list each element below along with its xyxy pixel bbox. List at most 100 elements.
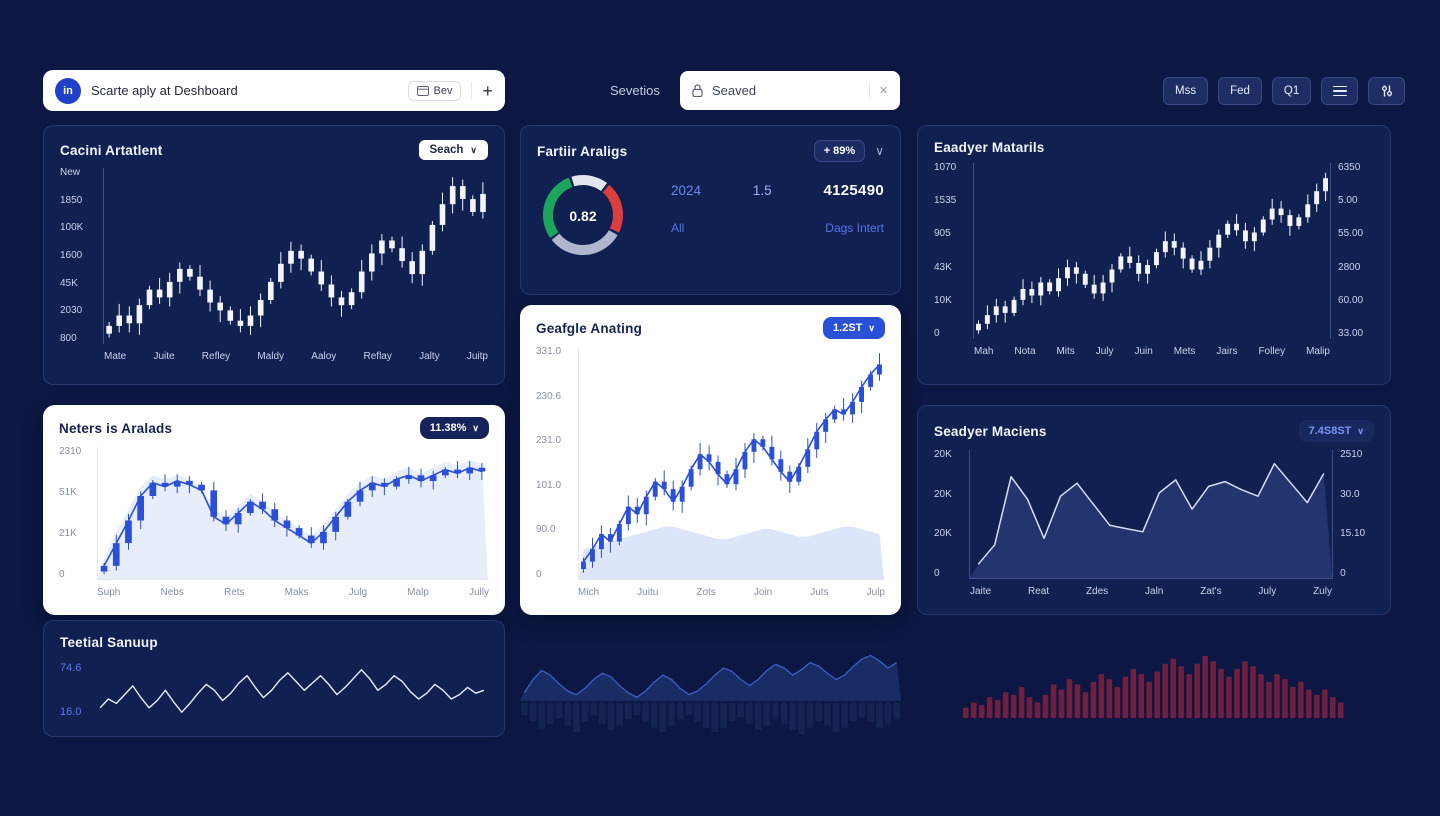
gauge-value: 0.82 <box>569 208 597 224</box>
filters-button[interactable] <box>1368 77 1406 105</box>
y-axis: 2310 51K 21K 0 <box>59 447 97 580</box>
x-axis-label: Malip <box>1306 346 1330 357</box>
seach-dropdown-button[interactable]: Seach ∨ <box>418 140 488 160</box>
area-bars-chart <box>520 654 901 734</box>
value-badge-label: 7.4S8ST <box>1308 425 1352 437</box>
y-axis-label: 20K <box>934 449 952 460</box>
section-label: Sevetios <box>610 83 660 98</box>
x-axis-label: Zat's <box>1200 586 1222 597</box>
y-axis-label: 231.0 <box>536 435 562 447</box>
close-icon[interactable]: × <box>879 82 888 99</box>
y-axis-label: 331.0 <box>536 346 562 357</box>
brand-logo: in <box>55 77 81 104</box>
q1-button[interactable]: Q1 <box>1271 77 1312 105</box>
y-axis-label: 10K <box>934 294 952 306</box>
y-axis-label: 0 <box>536 568 542 580</box>
x-axis-label: Zots <box>696 587 716 598</box>
panel-fartiir-araligs: Fartiir Araligs + 89% ∨ 0.82 2024 1.5 41… <box>520 125 901 295</box>
candlestick-chart <box>106 177 486 338</box>
value-dropdown-button[interactable]: 7.4S8ST ∨ <box>1298 420 1374 442</box>
y-axis-label: 15.10 <box>1340 528 1366 540</box>
y-axis-label: 74.6 <box>60 662 82 674</box>
y-axis-label: 905 <box>934 228 951 240</box>
seach-dropdown-label: Seach <box>429 144 464 156</box>
panel-title: Seadyer Maciens <box>934 423 1047 439</box>
x-axis-label: July <box>1258 586 1277 597</box>
all-link[interactable]: All <box>671 221 685 235</box>
search-query-text: Scarte aply at Deshboard <box>91 83 238 98</box>
window-icon <box>416 85 429 96</box>
y-axis-label: New <box>60 167 81 178</box>
candlestick-chart <box>976 172 1329 334</box>
gauge-stats: 2024 1.5 4125490 All Dags Intert <box>641 172 884 235</box>
x-axis-label: Juitu <box>637 587 659 598</box>
x-axis-label: Folley <box>1258 346 1286 357</box>
y-axis-label: 30.0 <box>1340 488 1360 500</box>
x-axis-label: Juitp <box>466 351 488 362</box>
interval-dropdown-button[interactable]: 1.2ST ∨ <box>823 317 885 339</box>
x-axis-label: Reat <box>1027 586 1050 597</box>
stat-year: 2024 <box>671 183 702 198</box>
x-axis-label: Juts <box>810 587 829 598</box>
menu-button[interactable] <box>1321 77 1359 105</box>
x-axis-label: Jalty <box>419 351 440 362</box>
panel-title: Eaadyer Matarils <box>934 140 1045 155</box>
y-axis-label: 2030 <box>60 305 83 317</box>
y-axis-label: 16.0 <box>60 706 82 718</box>
chevron-down-icon[interactable]: ∨ <box>875 144 884 158</box>
change-badge: + 89% <box>813 140 866 162</box>
mss-button[interactable]: Mss <box>1163 77 1209 105</box>
add-icon[interactable]: + <box>482 80 493 101</box>
x-axis: Suph Nebs Rets Maks Julg Malp Jully <box>97 587 489 598</box>
y-axis-label: 20K <box>934 488 952 500</box>
x-axis-label: Julp <box>866 587 885 598</box>
panel-seadyer-maciens: Seadyer Maciens 7.4S8ST ∨ 20K 20K 20K 0 251… <box>917 405 1391 615</box>
panel-title: Neters is Aralads <box>59 420 173 436</box>
x-axis-label: Aaloy <box>311 351 337 362</box>
y-axis-left: 20K 20K 20K 0 <box>934 450 969 579</box>
y-axis-label: 6350 <box>1338 162 1361 173</box>
x-axis-label: Nebs <box>160 587 184 598</box>
y-axis-label: 1070 <box>934 162 957 173</box>
dags-intert-link[interactable]: Dags Intert <box>825 221 884 235</box>
x-axis-label: Nota <box>1014 346 1036 357</box>
bev-button-label: Bev <box>433 84 453 97</box>
x-axis-label: Jaln <box>1145 586 1164 597</box>
topbar-actions: Mss Fed Q1 <box>1163 77 1406 105</box>
interval-badge-label: 1.2ST <box>833 322 863 334</box>
x-axis: Mate Juite Refley Maldy Aaloy Reflay Jalty Juit… <box>104 351 488 362</box>
gauge-chart: 0.82 <box>537 172 641 258</box>
bev-button[interactable]: Bev <box>407 80 462 101</box>
y-axis: 74.6 16.0 <box>60 660 96 722</box>
main-search-input[interactable]: in Scarte aply at Deshboard Bev + <box>43 70 505 111</box>
y-axis-left: 1070 1535 905 43K 10K 0 <box>934 163 973 339</box>
y-axis-label: 51K <box>59 487 77 498</box>
x-axis-label: Mits <box>1056 346 1075 357</box>
y-axis-label: 230.6 <box>536 390 562 402</box>
x-axis-label: Maks <box>284 587 309 598</box>
chevron-down-icon: ∨ <box>1357 425 1364 436</box>
y-axis-label: 0 <box>934 327 940 339</box>
y-axis-label: 100K <box>60 222 84 234</box>
percent-dropdown-button[interactable]: 11.38% ∨ <box>419 417 489 439</box>
y-axis: 331.0 230.6 231.0 101.0 90.0 0 <box>536 347 578 580</box>
x-axis-label: Mate <box>104 351 127 362</box>
percent-badge-label: 11.38% <box>429 422 467 434</box>
chevron-down-icon: ∨ <box>470 144 477 155</box>
x-axis-label: Malp <box>407 587 429 598</box>
y-axis-label: 1535 <box>934 195 957 207</box>
hamburger-icon <box>1332 85 1347 97</box>
saved-search-input[interactable]: Seaved × <box>680 71 900 110</box>
divider <box>869 81 871 100</box>
x-axis-label: Rets <box>223 587 245 598</box>
x-axis-label: Refley <box>201 351 231 362</box>
fed-button[interactable]: Fed <box>1218 77 1262 105</box>
y-axis-label: 800 <box>60 332 77 344</box>
panel-title: Fartiir Araligs <box>537 143 628 159</box>
x-axis-label: Reflay <box>363 351 392 362</box>
y-axis-label: 33.00 <box>1338 327 1364 339</box>
y-axis-label: 45K <box>60 277 78 289</box>
chevron-down-icon: ∨ <box>868 322 875 333</box>
y-axis-label: 0 <box>59 569 65 580</box>
